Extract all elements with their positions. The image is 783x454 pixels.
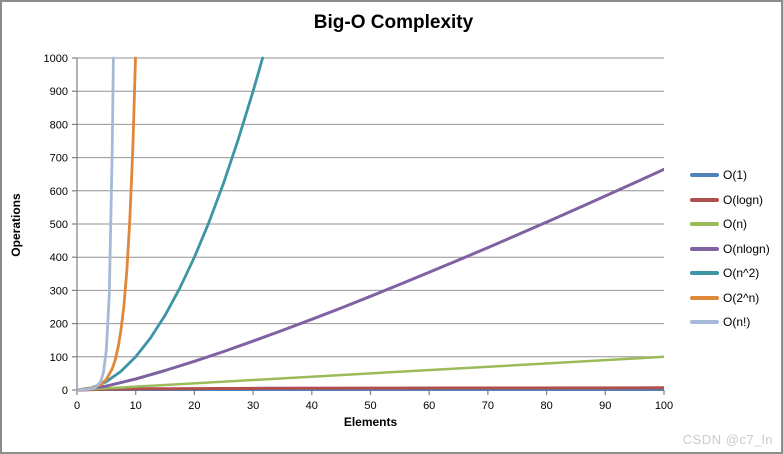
y-tick-label: 1000	[44, 53, 68, 65]
x-axis-title: Elements	[343, 415, 398, 429]
y-tick-label: 700	[50, 153, 68, 165]
legend-label: O(2^n)	[723, 290, 760, 305]
legend-item: O(n^2)	[690, 261, 781, 286]
legend-marker-icon	[690, 295, 719, 300]
series-line-O(n)	[77, 355, 664, 392]
legend-label: O(1)	[723, 168, 747, 183]
legend-label: O(nlogn)	[723, 241, 770, 256]
legend-label: O(n^2)	[723, 266, 760, 281]
legend-marker-icon	[690, 197, 719, 202]
x-tick-label: 30	[247, 400, 259, 412]
y-tick-label: 200	[50, 319, 68, 331]
legend-marker-icon	[690, 173, 719, 178]
x-tick-label: 20	[188, 400, 200, 412]
y-tick-label: 800	[50, 119, 68, 131]
y-tick-label: 100	[50, 352, 68, 364]
series-line-O(n!)	[77, 56, 115, 392]
y-tick-label: 400	[50, 252, 68, 264]
legend-marker-icon	[690, 320, 719, 325]
series-line-O(nlogn)	[77, 167, 664, 392]
legend-item: O(n!)	[690, 310, 781, 335]
legend-label: O(n)	[723, 217, 747, 232]
legend-marker-icon	[690, 222, 719, 227]
legend-item: O(n)	[690, 212, 781, 237]
chart-title: Big-O Complexity	[313, 12, 474, 33]
x-tick-label: 60	[423, 400, 435, 412]
series-line-O(n^2)	[77, 56, 265, 392]
legend-item: O(nlogn)	[690, 237, 781, 262]
x-tick-label: 70	[482, 400, 494, 412]
y-tick-label: 500	[50, 219, 68, 231]
legend-marker-icon	[690, 246, 719, 251]
x-tick-label: 90	[599, 400, 611, 412]
y-tick-label: 600	[50, 186, 68, 198]
y-tick-label: 300	[50, 285, 68, 297]
x-tick-label: 40	[306, 400, 318, 412]
legend-item: O(2^n)	[690, 286, 781, 311]
legend: O(1) O(logn) O(n) O(nlogn) O(n^2) O(2^n) O(n!)	[690, 163, 781, 335]
legend-item: O(logn)	[690, 188, 781, 213]
legend-label: O(n!)	[723, 315, 751, 330]
y-axis-title: Operations	[9, 193, 23, 257]
x-tick-label: 0	[74, 400, 80, 412]
legend-label: O(logn)	[723, 192, 764, 207]
x-tick-label: 50	[364, 400, 376, 412]
x-tick-label: 100	[655, 400, 673, 412]
y-tick-label: 0	[62, 385, 68, 397]
legend-marker-icon	[690, 271, 719, 276]
legend-item: O(1)	[690, 163, 781, 188]
y-tick-label: 900	[50, 86, 68, 98]
watermark: CSDN @c7_ln	[682, 432, 773, 447]
x-tick-label: 10	[130, 400, 142, 412]
x-tick-label: 80	[540, 400, 552, 412]
